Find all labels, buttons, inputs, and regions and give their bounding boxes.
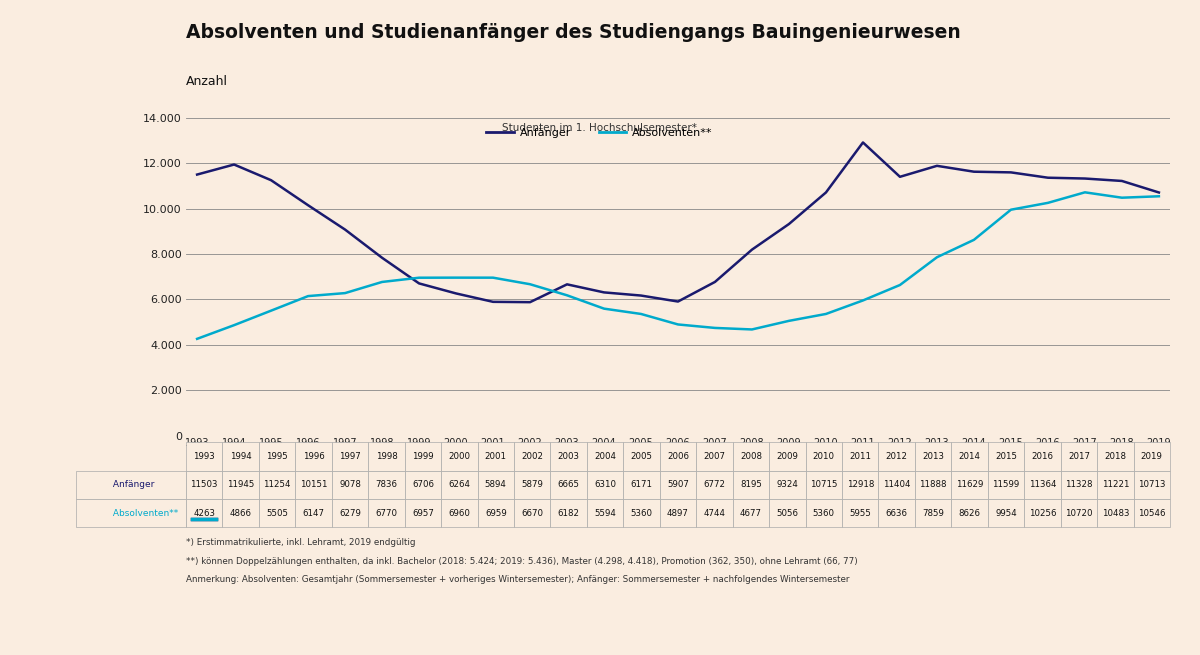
Text: **) können Doppelzählungen enthalten, da inkl. Bachelor (2018: 5.424; 2019: 5.43: **) können Doppelzählungen enthalten, da… [186, 557, 858, 566]
Text: Absolventen und Studienanfänger des Studiengangs Bauingenieurwesen: Absolventen und Studienanfänger des Stud… [186, 23, 961, 42]
Text: Anzahl: Anzahl [186, 75, 228, 88]
Text: *) Erstimmatrikulierte, inkl. Lehramt, 2019 endgültig: *) Erstimmatrikulierte, inkl. Lehramt, 2… [186, 538, 415, 548]
Text: Studenten im 1. Hochschulsemester*: Studenten im 1. Hochschulsemester* [502, 122, 697, 133]
Legend: Anfänger, Absolventen**: Anfänger, Absolventen** [481, 123, 716, 142]
Text: Anmerkung: Absolventen: Gesamtjahr (Sommersemester + vorheriges Wintersemester);: Anmerkung: Absolventen: Gesamtjahr (Somm… [186, 575, 850, 584]
